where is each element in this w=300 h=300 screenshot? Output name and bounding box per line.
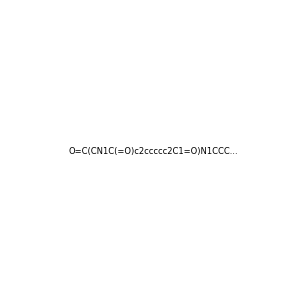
Text: O=C(CN1C(=O)c2ccccc2C1=O)N1CCC...: O=C(CN1C(=O)c2ccccc2C1=O)N1CCC... (69, 147, 239, 156)
